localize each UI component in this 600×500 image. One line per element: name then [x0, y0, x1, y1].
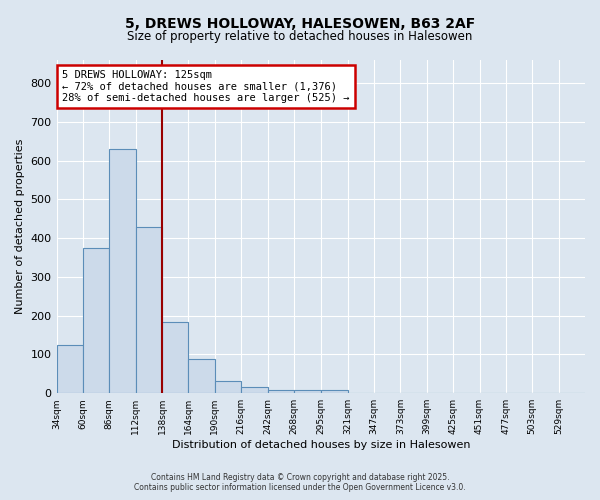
Bar [188, 359, 215, 393]
Bar [56, 345, 83, 393]
X-axis label: Distribution of detached houses by size in Halesowen: Distribution of detached houses by size … [172, 440, 470, 450]
Bar [136, 226, 162, 393]
Bar [215, 381, 241, 393]
Bar [321, 390, 347, 393]
Bar [241, 388, 268, 393]
Bar [268, 390, 294, 393]
Text: 5, DREWS HOLLOWAY, HALESOWEN, B63 2AF: 5, DREWS HOLLOWAY, HALESOWEN, B63 2AF [125, 18, 475, 32]
Bar [162, 322, 188, 393]
Bar [294, 390, 321, 393]
Text: Contains HM Land Registry data © Crown copyright and database right 2025.
Contai: Contains HM Land Registry data © Crown c… [134, 473, 466, 492]
Bar [109, 149, 136, 393]
Text: 5 DREWS HOLLOWAY: 125sqm
← 72% of detached houses are smaller (1,376)
28% of sem: 5 DREWS HOLLOWAY: 125sqm ← 72% of detach… [62, 70, 349, 103]
Y-axis label: Number of detached properties: Number of detached properties [15, 139, 25, 314]
Text: Size of property relative to detached houses in Halesowen: Size of property relative to detached ho… [127, 30, 473, 43]
Bar [83, 248, 109, 393]
